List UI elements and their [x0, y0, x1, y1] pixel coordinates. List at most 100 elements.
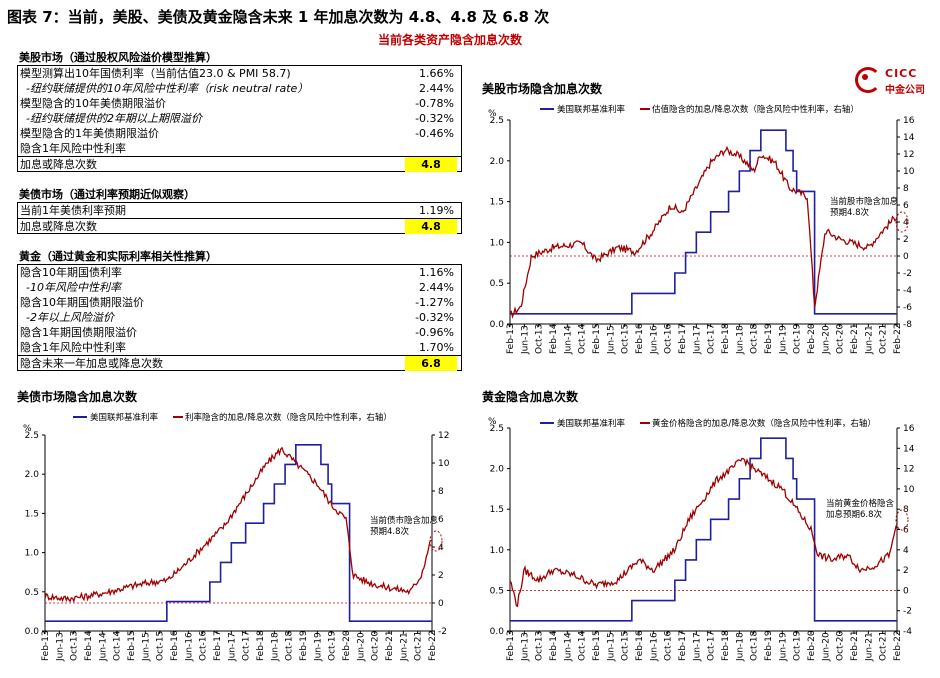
right-tick-label: 8 [438, 487, 444, 497]
x-tick-label: Jun-21 [864, 632, 874, 662]
right-tick-label: 10 [903, 167, 915, 177]
row-value: 1.16% [419, 266, 454, 279]
table-row: 当前1年美债利率预期 1.19% [18, 203, 461, 218]
right-tick-label: -8 [903, 320, 912, 330]
x-tick-label: Jun-19 [778, 325, 788, 355]
left-unit-label: % [488, 109, 497, 119]
annotation-line-2: 预期4.8次 [370, 526, 410, 537]
left-tick-label: 2.0 [490, 465, 505, 475]
table-row: 隐含1年期国债期限溢价 -0.96% [18, 325, 461, 340]
x-tick-label: Jun-14 [98, 632, 108, 662]
implied-hikes-line [44, 446, 432, 604]
x-tick-label: Oct-16 [664, 323, 674, 354]
legend-fed-label: 美国联邦基准利率 [90, 412, 159, 423]
annotation-circle [429, 530, 443, 552]
table-row: 加息或降息次数 4.8 [18, 218, 461, 234]
x-tick-label: Jun-18 [735, 632, 745, 662]
x-tick-label: Oct-19 [328, 630, 338, 661]
legend-fed-label: 美国联邦基准利率 [557, 104, 626, 115]
x-tick-label: Jun-14 [563, 325, 573, 355]
table-row: -2年以上风险溢价 -0.32% [18, 310, 461, 325]
row-value: -0.96% [415, 326, 454, 339]
row-label: -纽约联储提供的10年风险中性利率（risk neutral rate） [26, 82, 309, 95]
left-tick-label: 1.5 [25, 509, 39, 519]
x-tick-label: Oct-16 [199, 630, 209, 661]
row-label: -2年以上风险溢价 [26, 311, 114, 324]
table-row: 模型隐含的10年美债期限溢价 -0.78% [18, 96, 461, 111]
table-row: 加息或降息次数 4.8 [18, 156, 461, 172]
x-tick-label: Jun-20 [821, 632, 831, 662]
x-tick-label: Feb-13 [41, 630, 51, 661]
x-tick-label: Feb-14 [84, 630, 94, 661]
x-tick-label: Oct-14 [578, 630, 588, 661]
x-tick-label: Feb-20 [807, 630, 817, 661]
right-tick-label: 10 [438, 459, 450, 469]
left-unit-label: % [488, 417, 497, 427]
annotation-line-1: 当前黄金价格隐含 [826, 498, 895, 509]
x-tick-label: Jun-14 [563, 632, 573, 662]
row-label: 隐含1年风险中性利率 [20, 341, 126, 354]
x-tick-label: Feb-15 [127, 630, 137, 661]
chart-title-equity: 美股市场隐含加息次数 [482, 82, 603, 96]
left-tick-label: 1.0 [490, 546, 505, 556]
row-value: 2.44% [419, 281, 454, 294]
logo-en: CICC [885, 67, 918, 80]
left-tick-label: 2.5 [490, 116, 504, 126]
right-tick-label: 4 [903, 546, 909, 556]
x-tick-label: Jun-21 [864, 325, 874, 355]
legend-implied-label: 黄金价格隐含的加息/降息次数（隐含风险中性利率，右轴） [652, 418, 876, 429]
chart-plot-group: % 0.0 0.5 1.0 1.5 2.0 2.5 -8 -6 -4 -2 0 2 4 6 8 10 12 14 16… [488, 109, 915, 355]
x-tick-label: Oct-18 [750, 323, 760, 354]
x-tick-label: Feb-18 [256, 630, 266, 661]
x-tick-label: Jun-13 [55, 632, 65, 662]
right-tick-label: 16 [903, 424, 915, 434]
x-tick-label: Jun-13 [520, 632, 530, 662]
implied-hikes-line [509, 145, 897, 319]
x-tick-label: Oct-20 [371, 630, 381, 661]
right-tick-label: 12 [438, 431, 449, 441]
right-tick-label: 6 [438, 515, 444, 525]
x-tick-label: Oct-21 [879, 324, 889, 354]
x-tick-label: Oct-17 [707, 324, 717, 354]
row-value: 1.66% [419, 67, 454, 80]
left-tick-label: 2.5 [490, 424, 504, 434]
x-tick-label: Jun-18 [270, 632, 280, 662]
right-tick-label: 0 [903, 252, 909, 262]
table-header: 黄金（通过黄金和实际利率相关性推算） [19, 250, 217, 263]
x-tick-label: Jun-17 [227, 632, 237, 662]
row-label: 模型隐含的10年美债期限溢价 [20, 97, 166, 110]
row-label: 隐含1年期国债期限溢价 [20, 326, 137, 339]
x-tick-label: Feb-17 [678, 323, 688, 354]
row-value: -0.46% [415, 127, 454, 140]
x-tick-label: Feb-18 [721, 323, 731, 354]
x-tick-label: Feb-20 [342, 630, 352, 661]
right-tick-label: 4 [438, 543, 444, 553]
x-tick-label: Feb-22 [893, 323, 903, 354]
x-tick-label: Jun-20 [821, 325, 831, 355]
logo-circle-icon [855, 67, 881, 93]
x-tick-label: Feb-15 [592, 323, 602, 354]
right-tick-label: 6 [903, 201, 909, 211]
row-value: 1.70% [419, 341, 454, 354]
right-tick-label: 10 [903, 485, 915, 495]
table-row: -纽约联储提供的10年风险中性利率（risk neutral rate） 2.44… [18, 81, 461, 96]
row-value: 4.8 [405, 157, 457, 172]
x-tick-label: Feb-21 [850, 630, 860, 661]
row-value: 1.19% [419, 204, 454, 217]
x-tick-label: Feb-18 [721, 630, 731, 661]
left-tick-label: 1.5 [490, 198, 504, 208]
x-tick-label: Oct-18 [285, 630, 295, 661]
table-header: 美股市场（通过股权风险溢价模型推算） [19, 51, 217, 64]
row-label: 隐含未来一年加息或降息次数 [20, 357, 163, 370]
right-tick-label: 6 [903, 526, 909, 536]
chart-title-bond: 美债市场隐含加息次数 [17, 390, 138, 404]
table-row: 隐含10年期国债利率 1.16% [18, 265, 461, 280]
left-tick-label: 2.5 [25, 431, 39, 441]
row-label: -纽约联储提供的2年期以上期限溢价 [26, 112, 202, 125]
x-tick-label: Oct-21 [879, 631, 889, 661]
table-body: 隐含10年期国债利率 1.16% -10年风险中性利率 2.44% 隐含10年期国债期限… [17, 264, 462, 371]
row-label: 模型测算出10年国债利率（当前估值23.0 & PMI 58.7) [20, 67, 291, 80]
row-value: -0.32% [415, 112, 454, 125]
x-tick-label: Oct-13 [535, 631, 545, 661]
right-tick-label: -4 [903, 286, 912, 296]
